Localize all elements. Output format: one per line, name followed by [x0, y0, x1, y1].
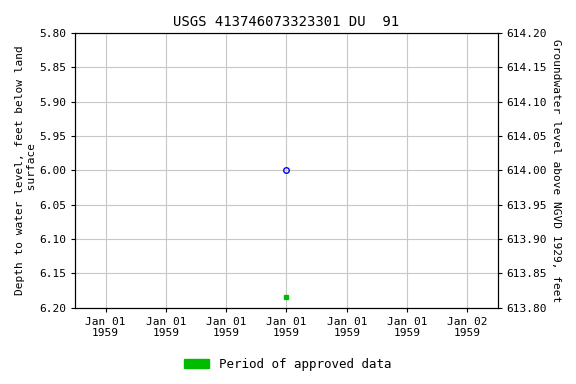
Y-axis label: Depth to water level, feet below land
 surface: Depth to water level, feet below land su…: [15, 45, 37, 295]
Legend: Period of approved data: Period of approved data: [179, 353, 397, 376]
Y-axis label: Groundwater level above NGVD 1929, feet: Groundwater level above NGVD 1929, feet: [551, 39, 561, 302]
Title: USGS 413746073323301 DU  91: USGS 413746073323301 DU 91: [173, 15, 400, 29]
